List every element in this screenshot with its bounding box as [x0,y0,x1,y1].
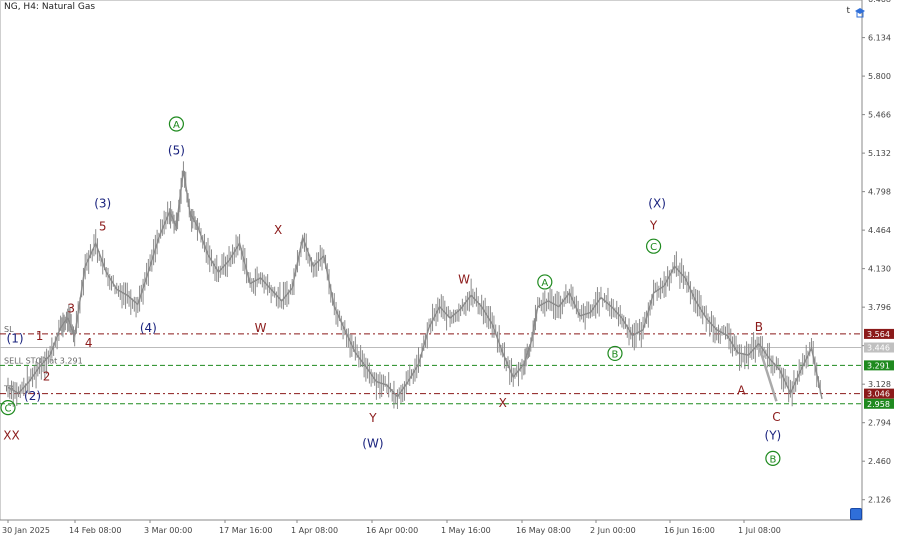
wave-label: 5 [99,220,107,234]
wave-label: (2) [24,389,41,403]
trading-hat-icon[interactable] [854,6,866,18]
time-axis-label: 2 Jun 00:00 [590,526,636,535]
plot-frame [0,0,863,521]
wave-label-circle [607,345,623,362]
wave-label: A [541,278,548,289]
price-tag-text: 3.291 [867,361,890,370]
time-axis-label: 30 Jan 2025 [2,526,50,535]
time-axis-label: 1 Jul 08:00 [738,526,781,535]
price-tag-box [864,360,894,371]
wave-label: 1 [36,329,44,343]
wave-label: A [173,120,180,131]
wave-label: C [772,410,780,424]
wave-label: Y [368,411,377,425]
price-axis-label: 6.134 [868,34,891,43]
wave-label: (3) [94,197,111,211]
wave-label: X [274,223,282,237]
wave-label-circle [765,450,781,466]
wave-label: (1) [7,331,24,345]
wave-label: 3 [67,301,75,315]
time-axis-label: 3 Mar 00:00 [144,526,192,535]
price-tag-box [864,342,894,353]
wave-label: A [737,383,746,397]
chart-title: NG, H4: Natural Gas [4,2,96,12]
wave-label: C [650,242,657,253]
price-tag-text: 2.958 [867,400,890,409]
time-axis-label: 1 Apr 08:00 [291,526,338,535]
price-axis-label: 5.800 [868,72,891,81]
wave-label: (5) [168,144,185,158]
time-axis-label: 16 Apr 00:00 [366,526,418,535]
wave-label: W [255,321,267,335]
wave-label: B [769,454,776,465]
price-axis-label: 5.132 [868,149,891,158]
wave-label: C [5,404,12,415]
wave-label-circle [645,238,662,254]
time-axis-label: 16 May 08:00 [516,526,571,535]
price-tag-box [864,328,894,339]
price-axis-label: 3.796 [868,303,891,312]
wave-label: 4 [85,336,93,350]
wave-label: 2 [43,369,51,383]
wave-label: B [755,320,763,334]
time-axis-label: 1 May 16:00 [441,526,491,535]
trade-toggle-label[interactable]: t [846,6,850,16]
wave-label: X [499,396,507,410]
time-axis-label: 14 Feb 08:00 [69,526,121,535]
price-axis-label: 6.468 [868,0,891,4]
wave-label: (W) [362,436,383,450]
wave-label-circle [168,116,185,132]
wave-label: (X) [648,197,666,211]
price-axis-label: 2.126 [868,496,891,505]
price-axis-label: 4.130 [868,265,891,274]
price-axis-label: 4.798 [868,188,891,197]
price-tag-box [864,398,894,409]
time-axis-label: 16 Jun 16:00 [664,526,715,535]
price-axis-label: 4.464 [868,226,891,235]
price-axis-label: 2.794 [868,419,891,428]
wave-label: (Y) [765,428,782,442]
price-tag-text: 3.446 [867,344,890,353]
wave-label: W [458,273,470,287]
wave-label: XX [3,428,19,442]
wave-label-circle [537,274,553,290]
wave-label: Y [649,218,658,232]
price-tag-text: 3.564 [867,330,890,339]
price-axis-label: 5.466 [868,111,891,120]
wave-label: B [612,349,619,360]
price-axis-label: 3.128 [868,380,891,389]
scroll-to-end-button[interactable] [850,508,862,520]
price-tag-box [864,388,894,399]
wave-label-circle [0,400,16,416]
time-axis-label: 17 Mar 16:00 [219,526,272,535]
level-label-SL: SL [4,325,14,334]
price-tag-text: 3.046 [867,390,890,399]
projection-line [757,345,778,402]
wave-label: (4) [140,321,157,335]
price-axis-label: 2.460 [868,457,891,466]
